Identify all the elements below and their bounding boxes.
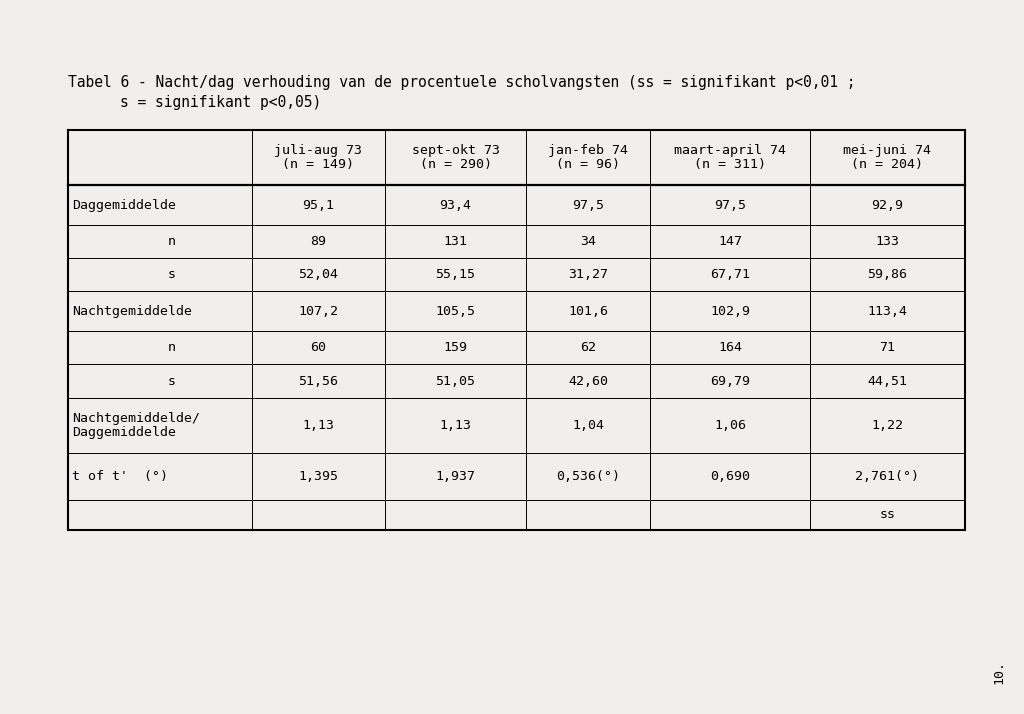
Text: 52,04: 52,04 bbox=[298, 268, 338, 281]
Text: 0,690: 0,690 bbox=[710, 470, 750, 483]
Text: 69,79: 69,79 bbox=[710, 375, 750, 388]
Text: 2,761(°): 2,761(°) bbox=[855, 470, 920, 483]
Text: 71: 71 bbox=[880, 341, 895, 354]
Text: (n = 204): (n = 204) bbox=[851, 158, 924, 171]
Text: sept-okt 73: sept-okt 73 bbox=[412, 144, 500, 157]
Text: (n = 149): (n = 149) bbox=[283, 158, 354, 171]
Text: 1,937: 1,937 bbox=[435, 470, 475, 483]
Text: s = signifikant p<0,05): s = signifikant p<0,05) bbox=[120, 95, 322, 110]
Text: 92,9: 92,9 bbox=[871, 198, 903, 211]
Text: mei-juni 74: mei-juni 74 bbox=[844, 144, 932, 157]
Text: 97,5: 97,5 bbox=[714, 198, 746, 211]
Text: juli-aug 73: juli-aug 73 bbox=[274, 144, 362, 157]
Text: 51,05: 51,05 bbox=[435, 375, 475, 388]
Text: Nachtgemiddelde/: Nachtgemiddelde/ bbox=[72, 412, 200, 425]
Text: 159: 159 bbox=[443, 341, 468, 354]
Text: Daggemiddelde: Daggemiddelde bbox=[72, 198, 176, 211]
Text: 102,9: 102,9 bbox=[710, 305, 750, 318]
Text: 95,1: 95,1 bbox=[302, 198, 334, 211]
Text: 97,5: 97,5 bbox=[572, 198, 604, 211]
Text: 113,4: 113,4 bbox=[867, 305, 907, 318]
Text: 67,71: 67,71 bbox=[710, 268, 750, 281]
Text: 93,4: 93,4 bbox=[439, 198, 471, 211]
Text: (n = 290): (n = 290) bbox=[420, 158, 492, 171]
Text: 131: 131 bbox=[443, 235, 468, 248]
Text: Daggemiddelde: Daggemiddelde bbox=[72, 426, 176, 438]
Text: n: n bbox=[72, 235, 176, 248]
Text: 101,6: 101,6 bbox=[568, 305, 608, 318]
Text: 1,04: 1,04 bbox=[572, 418, 604, 432]
Text: jan-feb 74: jan-feb 74 bbox=[548, 144, 629, 157]
Text: 1,13: 1,13 bbox=[439, 418, 471, 432]
Text: Tabel 6 - Nacht/dag verhouding van de procentuele scholvangsten (ss = signifikan: Tabel 6 - Nacht/dag verhouding van de pr… bbox=[68, 75, 855, 90]
Text: 55,15: 55,15 bbox=[435, 268, 475, 281]
Text: n: n bbox=[72, 341, 176, 354]
Text: 89: 89 bbox=[310, 235, 327, 248]
Text: 1,22: 1,22 bbox=[871, 418, 903, 432]
Text: 147: 147 bbox=[718, 235, 742, 248]
Text: 10.: 10. bbox=[992, 660, 1006, 684]
Text: 59,86: 59,86 bbox=[867, 268, 907, 281]
Text: 62: 62 bbox=[581, 341, 596, 354]
Text: (n = 311): (n = 311) bbox=[694, 158, 766, 171]
Text: 0,536(°): 0,536(°) bbox=[556, 470, 621, 483]
Text: 107,2: 107,2 bbox=[298, 305, 338, 318]
Text: 51,56: 51,56 bbox=[298, 375, 338, 388]
Text: 31,27: 31,27 bbox=[568, 268, 608, 281]
Text: 34: 34 bbox=[581, 235, 596, 248]
Text: maart-april 74: maart-april 74 bbox=[674, 144, 786, 157]
Text: 1,13: 1,13 bbox=[302, 418, 334, 432]
Text: s: s bbox=[72, 268, 176, 281]
Text: s: s bbox=[72, 375, 176, 388]
Text: 42,60: 42,60 bbox=[568, 375, 608, 388]
Text: 60: 60 bbox=[310, 341, 327, 354]
Text: 44,51: 44,51 bbox=[867, 375, 907, 388]
Text: Nachtgemiddelde: Nachtgemiddelde bbox=[72, 305, 193, 318]
Text: ss: ss bbox=[880, 508, 895, 521]
Text: 1,06: 1,06 bbox=[714, 418, 746, 432]
Text: 1,395: 1,395 bbox=[298, 470, 338, 483]
Text: t of t'  (°): t of t' (°) bbox=[72, 470, 168, 483]
Text: 105,5: 105,5 bbox=[435, 305, 475, 318]
Text: 133: 133 bbox=[876, 235, 899, 248]
Text: 164: 164 bbox=[718, 341, 742, 354]
Text: (n = 96): (n = 96) bbox=[556, 158, 621, 171]
